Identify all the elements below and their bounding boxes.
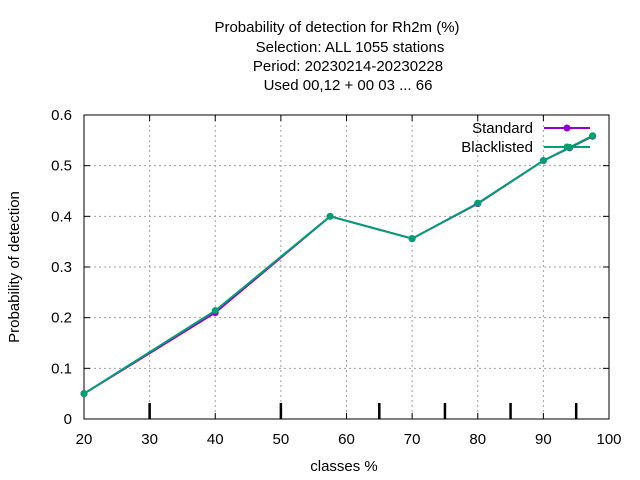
legend-marker (563, 143, 571, 151)
x-axis-label: classes % (310, 458, 378, 475)
data-series (80, 132, 597, 398)
data-point (408, 235, 416, 243)
x-tick-label: 40 (207, 431, 224, 448)
series-standard (80, 132, 597, 398)
legend: Standard Blacklisted (461, 120, 590, 156)
y-tick-label: 0.5 (51, 158, 72, 175)
y-tick-label: 0.3 (51, 259, 72, 276)
legend-label: Blacklisted (461, 139, 533, 156)
x-tick-label: 80 (469, 431, 486, 448)
y-tick-label: 0.4 (51, 208, 72, 225)
data-point (80, 390, 88, 398)
series-line (83, 135, 594, 395)
x-tick-label: 50 (273, 431, 290, 448)
x-axis: 20 30 40 50 60 70 80 90 100 (76, 115, 622, 448)
title-line-4: Used 00,12 + 00 03 ... 66 (264, 77, 433, 94)
series-line (83, 134, 594, 395)
x-tick-label: 70 (404, 431, 421, 448)
x-tick-label: 30 (141, 431, 158, 448)
x-tick-label: 90 (535, 431, 552, 448)
title-line-1: Probability of detection for Rh2m (%) (214, 19, 459, 36)
y-axis-label: Probability of detection (6, 191, 23, 343)
class-marks (148, 403, 578, 419)
title-line-2: Selection: ALL 1055 stations (256, 39, 445, 56)
y-tick-label: 0.1 (51, 360, 72, 377)
x-tick-label: 60 (338, 431, 355, 448)
y-tick-label: 0.2 (51, 310, 72, 327)
data-point (211, 307, 219, 315)
x-tick-label: 100 (596, 431, 621, 448)
x-tick-label: 20 (76, 431, 93, 448)
legend-label: Standard (472, 120, 533, 137)
y-tick-label: 0 (64, 411, 72, 428)
data-point (589, 132, 597, 140)
series-blacklisted (80, 132, 597, 398)
grid-lines (84, 115, 609, 419)
data-point (474, 199, 482, 207)
y-axis: 0 0.1 0.2 0.3 0.4 0.5 0.6 (51, 107, 609, 428)
legend-marker (563, 124, 571, 132)
y-tick-label: 0.6 (51, 107, 72, 124)
title-line-3: Period: 20230214-20230228 (253, 58, 443, 75)
chart-title: Probability of detection for Rh2m (%) Se… (214, 19, 459, 94)
data-point (539, 157, 547, 165)
data-point (326, 212, 334, 220)
